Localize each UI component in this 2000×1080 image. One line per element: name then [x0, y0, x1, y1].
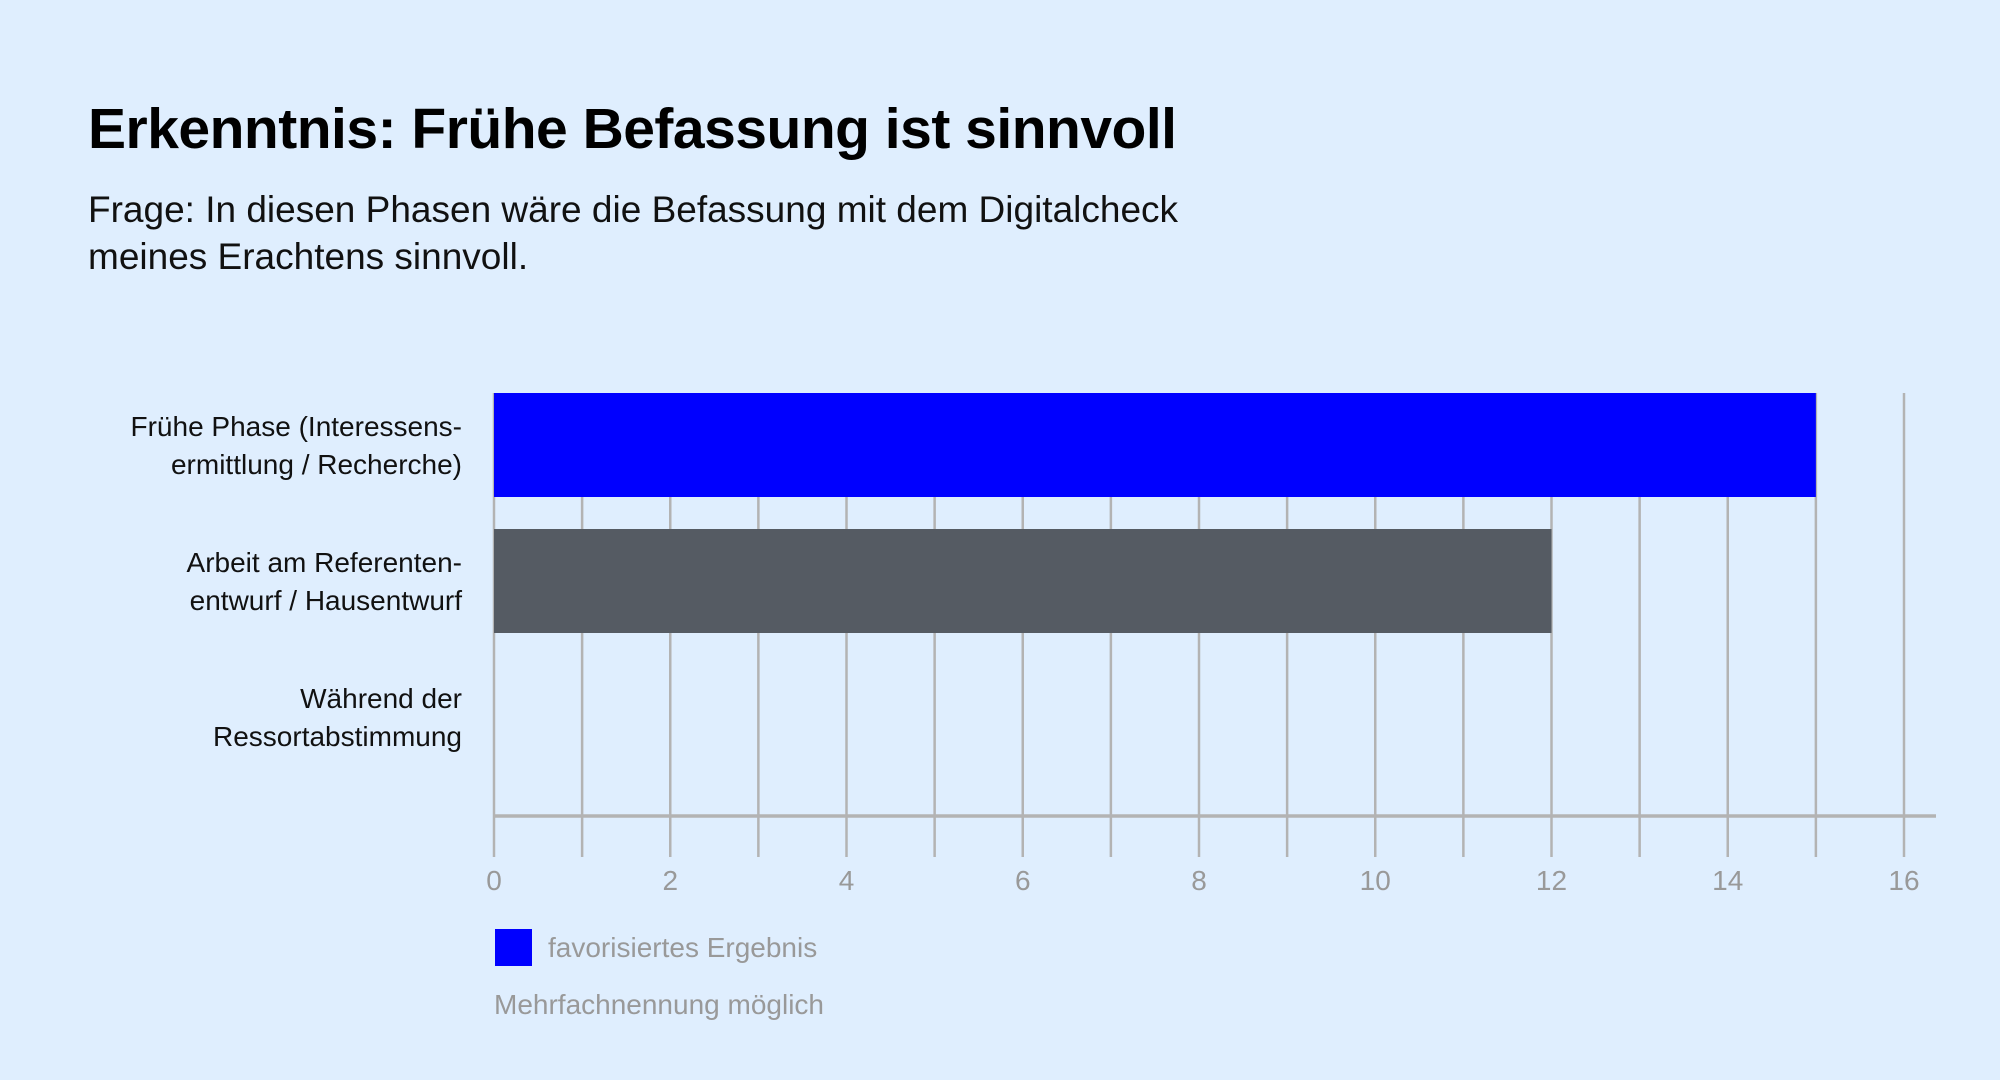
x-tick-label: 6 — [1015, 865, 1031, 896]
category-label: Arbeit am Referenten- — [187, 547, 462, 578]
chart-title: Erkenntnis: Frühe Befassung ist sinnvoll — [88, 97, 1177, 161]
chart-note: Mehrfachnennung möglich — [494, 989, 824, 1020]
legend-swatch — [495, 929, 532, 966]
x-tick-label: 16 — [1888, 865, 1919, 896]
category-label: ermittlung / Recherche) — [171, 449, 462, 480]
x-tick-label: 0 — [486, 865, 502, 896]
category-label: Frühe Phase (Interessens- — [131, 411, 463, 442]
category-label: entwurf / Hausentwurf — [190, 585, 463, 616]
x-tick-label: 10 — [1360, 865, 1391, 896]
bar — [494, 529, 1552, 633]
legend-label: favorisiertes Ergebnis — [548, 932, 817, 963]
x-tick-label: 4 — [839, 865, 855, 896]
x-tick-label: 12 — [1536, 865, 1567, 896]
category-label: Während der — [300, 683, 462, 714]
chart-subtitle: Frage: In diesen Phasen wäre die Befassu… — [88, 189, 1179, 277]
x-tick-label: 14 — [1712, 865, 1743, 896]
x-tick-label: 8 — [1191, 865, 1207, 896]
x-tick-label: 2 — [662, 865, 678, 896]
bar — [494, 393, 1816, 497]
category-label: Ressortabstimmung — [213, 721, 462, 752]
